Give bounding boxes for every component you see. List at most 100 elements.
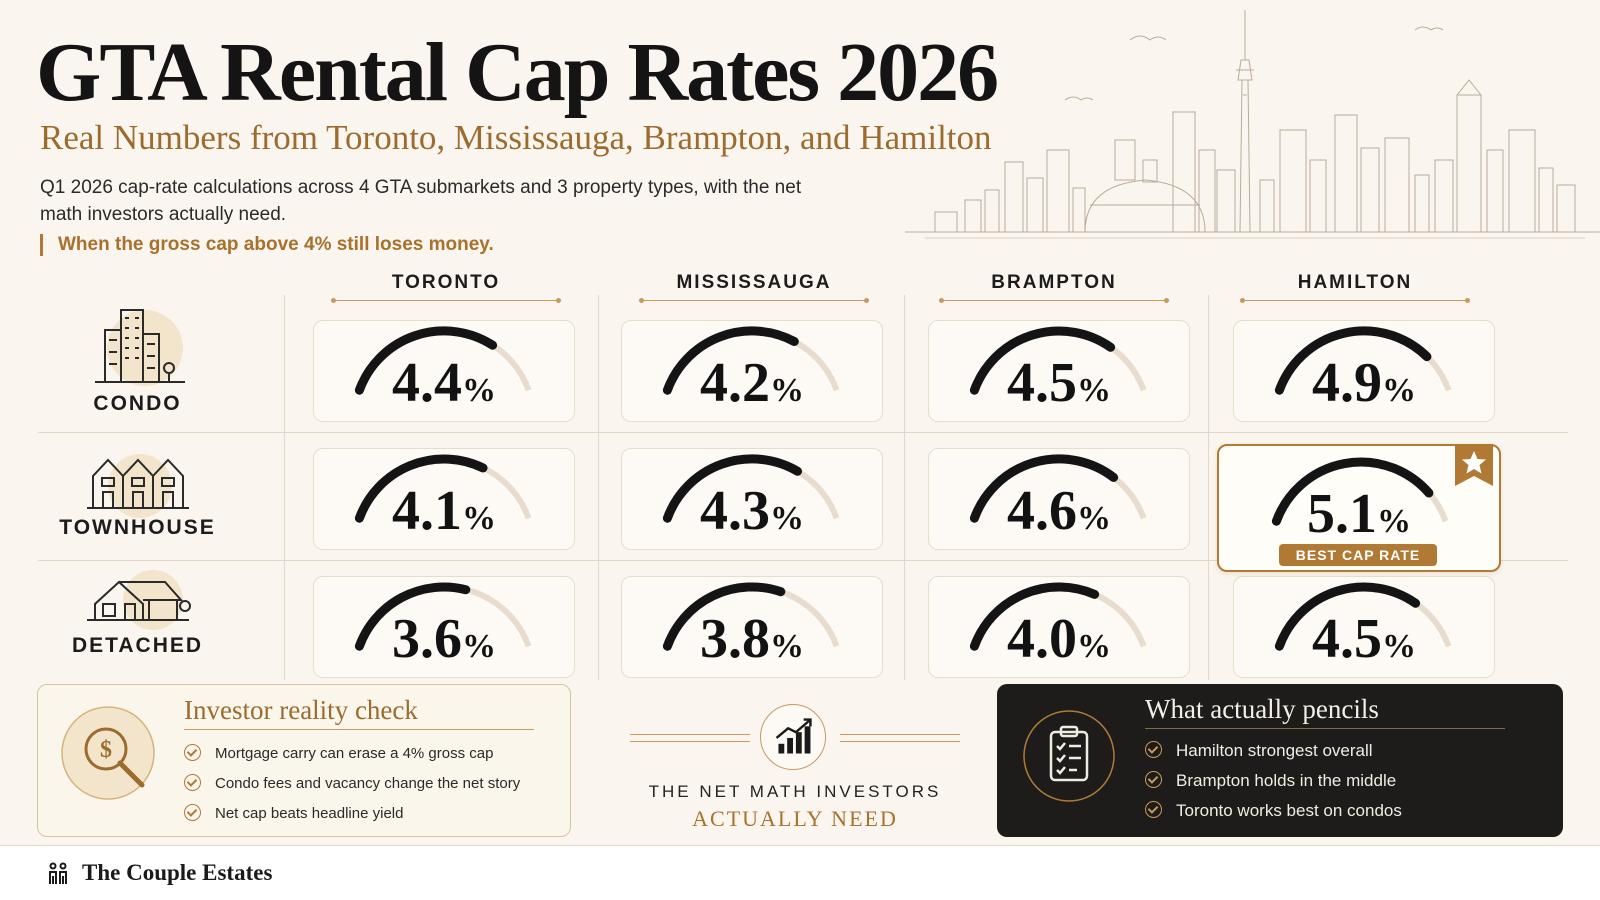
- card-divider: [184, 729, 534, 730]
- list-item-text: Net cap beats headline yield: [215, 805, 404, 822]
- decorative-lines: [840, 734, 960, 742]
- percent-sign: %: [1382, 628, 1416, 665]
- cap-rate-value: 4.0%: [929, 607, 1189, 671]
- cap-rate-value: 3.6%: [314, 607, 574, 671]
- svg-text:$: $: [100, 737, 112, 763]
- gauge-arc: [662, 454, 840, 523]
- grid-divider: [1208, 295, 1209, 680]
- gauge-fill: [354, 582, 471, 651]
- grid-divider: [38, 432, 1568, 433]
- cap-rate-value: 4.4%: [314, 351, 574, 415]
- gauge-arc: [354, 326, 532, 395]
- banner-line-2: ACTUALLY NEED: [692, 806, 898, 831]
- gauge-fill: [354, 326, 498, 395]
- column-header-hamilton: HAMILTON: [1235, 272, 1475, 303]
- check-icon: [184, 773, 201, 791]
- cap-rate-cell-townhouse-brampton: 4.6%: [928, 448, 1190, 550]
- decorative-lines: [630, 734, 750, 742]
- cap-rate-number: 3.6: [392, 608, 462, 670]
- cap-rate-value: 4.6%: [929, 479, 1189, 543]
- page-description: Q1 2026 cap-rate calculations across 4 G…: [40, 177, 802, 225]
- cap-rate-value: 4.5%: [929, 351, 1189, 415]
- gauge-arc: [354, 454, 532, 523]
- cap-rate-cell-townhouse-toronto: 4.1%: [313, 448, 575, 550]
- callout: When the gross cap above 4% still loses …: [40, 234, 494, 256]
- gauge-fill: [662, 582, 786, 651]
- card-title: Investor reality check: [184, 695, 418, 725]
- cap-rate-cell-townhouse-mississauga: 4.3%: [621, 448, 883, 550]
- page-title: GTA Rental Cap Rates 2026: [36, 26, 999, 119]
- cap-rate-value: 4.3%: [622, 479, 882, 543]
- brand-name: The Couple Estates: [82, 860, 273, 885]
- cap-rate-value: 4.2%: [622, 351, 882, 415]
- gauge-arc: [662, 582, 840, 651]
- detached-house-icon: [87, 570, 191, 630]
- gauge-fill: [1274, 582, 1421, 651]
- gauge-arc: [1271, 457, 1449, 526]
- gauge-fill: [662, 454, 802, 523]
- townhouse-icon: [87, 454, 189, 518]
- dollar-magnifier-icon: $: [61, 706, 155, 800]
- cap-rate-value: 4.1%: [314, 479, 574, 543]
- grid-divider: [904, 295, 905, 680]
- condo-building-icon: [95, 309, 185, 386]
- cap-rate-number: 4.6: [1007, 480, 1077, 542]
- list-item-text: Hamilton strongest overall: [1176, 741, 1373, 760]
- page-subtitle: Real Numbers from Toronto, Mississauga, …: [40, 118, 992, 157]
- list-item: Hamilton strongest overall: [1145, 736, 1402, 766]
- percent-sign: %: [770, 628, 804, 665]
- cap-rate-number: 5.1: [1307, 483, 1377, 545]
- toronto-skyline-illustration: [905, 10, 1600, 239]
- cap-rate-cell-condo-mississauga: 4.2%: [621, 320, 883, 422]
- cap-rate-number: 4.9: [1312, 352, 1382, 414]
- cap-rate-number: 4.4: [392, 352, 462, 414]
- card-title: What actually pencils: [1145, 694, 1379, 724]
- clipboard-checklist-icon: [1023, 710, 1115, 802]
- row-label-townhouse: TOWNHOUSE: [59, 516, 216, 539]
- check-list: Mortgage carry can erase a 4% gross cap …: [184, 739, 520, 829]
- column-header-brampton: BRAMPTON: [934, 272, 1174, 303]
- gauge-arc: [1274, 326, 1452, 395]
- cap-rate-cell-detached-toronto: 3.6%: [313, 576, 575, 678]
- cap-rate-value: 5.1%: [1219, 482, 1499, 546]
- gauge-fill: [1274, 326, 1432, 395]
- percent-sign: %: [1077, 372, 1111, 409]
- growth-chart-icon: [760, 704, 826, 770]
- cap-rate-number: 4.3: [700, 480, 770, 542]
- gauge-arc: [969, 582, 1147, 651]
- cap-rate-number: 4.5: [1312, 608, 1382, 670]
- gauge-fill: [662, 326, 799, 395]
- card-divider: [1145, 728, 1505, 729]
- list-item: Brampton holds in the middle: [1145, 766, 1402, 796]
- list-item: Condo fees and vacancy change the net st…: [184, 769, 520, 799]
- check-list: Hamilton strongest overall Brampton hold…: [1145, 736, 1402, 826]
- gauge-arc: [969, 454, 1147, 523]
- percent-sign: %: [770, 500, 804, 537]
- check-icon: [184, 743, 201, 761]
- percent-sign: %: [1382, 372, 1416, 409]
- check-icon: [1145, 771, 1162, 789]
- banner-line-1: THE NET MATH INVESTORS: [648, 782, 942, 801]
- gauge-arc: [354, 582, 532, 651]
- gauge-fill: [969, 326, 1116, 395]
- gauge-arc: [1274, 582, 1452, 651]
- cap-rate-value: 4.9%: [1234, 351, 1494, 415]
- check-icon: [184, 803, 201, 821]
- cap-rate-cell-townhouse-hamilton: 5.1% BEST CAP RATE: [1217, 444, 1501, 572]
- row-label-detached: DETACHED: [71, 634, 204, 657]
- check-icon: [1145, 741, 1162, 759]
- gauge-fill: [354, 454, 488, 523]
- footer: The Couple Estates: [0, 845, 1600, 900]
- cap-rate-number: 4.1: [392, 480, 462, 542]
- cap-rate-cell-detached-hamilton: 4.5%: [1233, 576, 1495, 678]
- cap-rate-cell-detached-mississauga: 3.8%: [621, 576, 883, 678]
- cap-rate-value: 4.5%: [1234, 607, 1494, 671]
- list-item-text: Mortgage carry can erase a 4% gross cap: [215, 745, 494, 762]
- list-item: Mortgage carry can erase a 4% gross cap: [184, 739, 520, 769]
- gauge-fill: [969, 454, 1119, 523]
- row-label-condo: CONDO: [93, 392, 182, 415]
- percent-sign: %: [462, 372, 496, 409]
- star-ribbon-icon: [1455, 444, 1493, 486]
- list-item-text: Condo fees and vacancy change the net st…: [215, 775, 521, 792]
- best-cap-rate-badge: BEST CAP RATE: [1279, 544, 1437, 566]
